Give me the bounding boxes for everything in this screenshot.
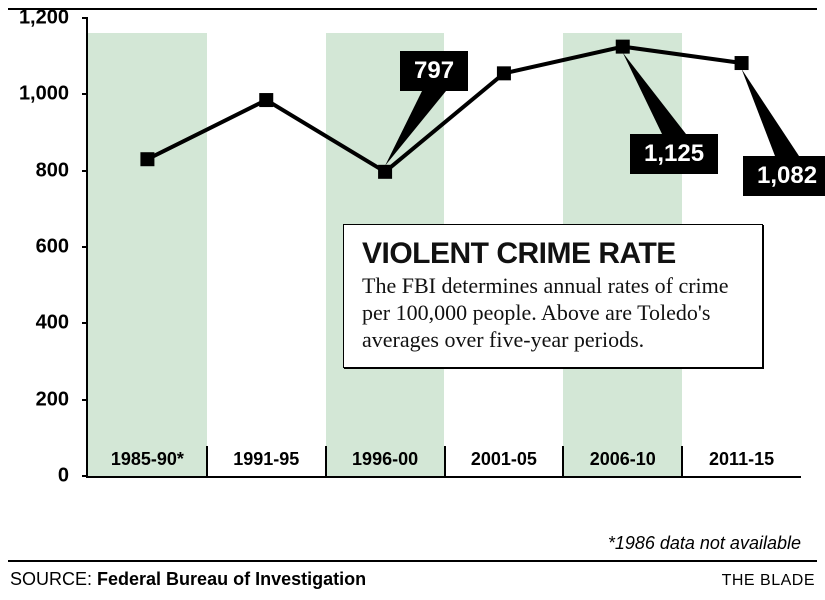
info-description: The FBI determines annual rates of crime… — [362, 273, 744, 353]
source-value: Federal Bureau of Investigation — [97, 569, 366, 589]
xtick-label: 2001-05 — [471, 449, 537, 470]
xtick-label: 2006-10 — [590, 449, 656, 470]
info-box: VIOLENT CRIME RATEThe FBI determines ann… — [343, 224, 763, 368]
plot-area: 1985-90* 1991-95 1996-00 2001-05 2006-10 2011… — [86, 18, 801, 478]
callout-label: 797 — [400, 51, 468, 91]
ytick-label: 1,000 — [9, 83, 69, 106]
xtick-label: 2011-15 — [709, 449, 774, 470]
ytick-label: 0 — [9, 465, 69, 488]
chart: 1985-90* 1991-95 1996-00 2001-05 2006-10 2011… — [16, 18, 809, 518]
info-title: VIOLENT CRIME RATE — [362, 237, 744, 271]
callout-label: 1,082 — [743, 156, 825, 196]
ytick-label: 800 — [9, 159, 69, 182]
footnote: *1986 data not available — [608, 533, 801, 554]
publication: THE BLADE — [722, 572, 815, 590]
ytick-label: 200 — [9, 388, 69, 411]
source-line: SOURCE: Federal Bureau of Investigation — [10, 569, 366, 590]
ytick-label: 1,200 — [9, 7, 69, 30]
xtick-label: 1985-90* — [111, 449, 184, 470]
ytick-label: 600 — [9, 236, 69, 259]
xtick-label: 1996-00 — [352, 449, 418, 470]
xtick-label: 1991-95 — [233, 449, 299, 470]
ytick-label: 400 — [9, 312, 69, 335]
source-label: SOURCE: — [10, 569, 92, 589]
callout-label: 1,125 — [630, 134, 718, 174]
